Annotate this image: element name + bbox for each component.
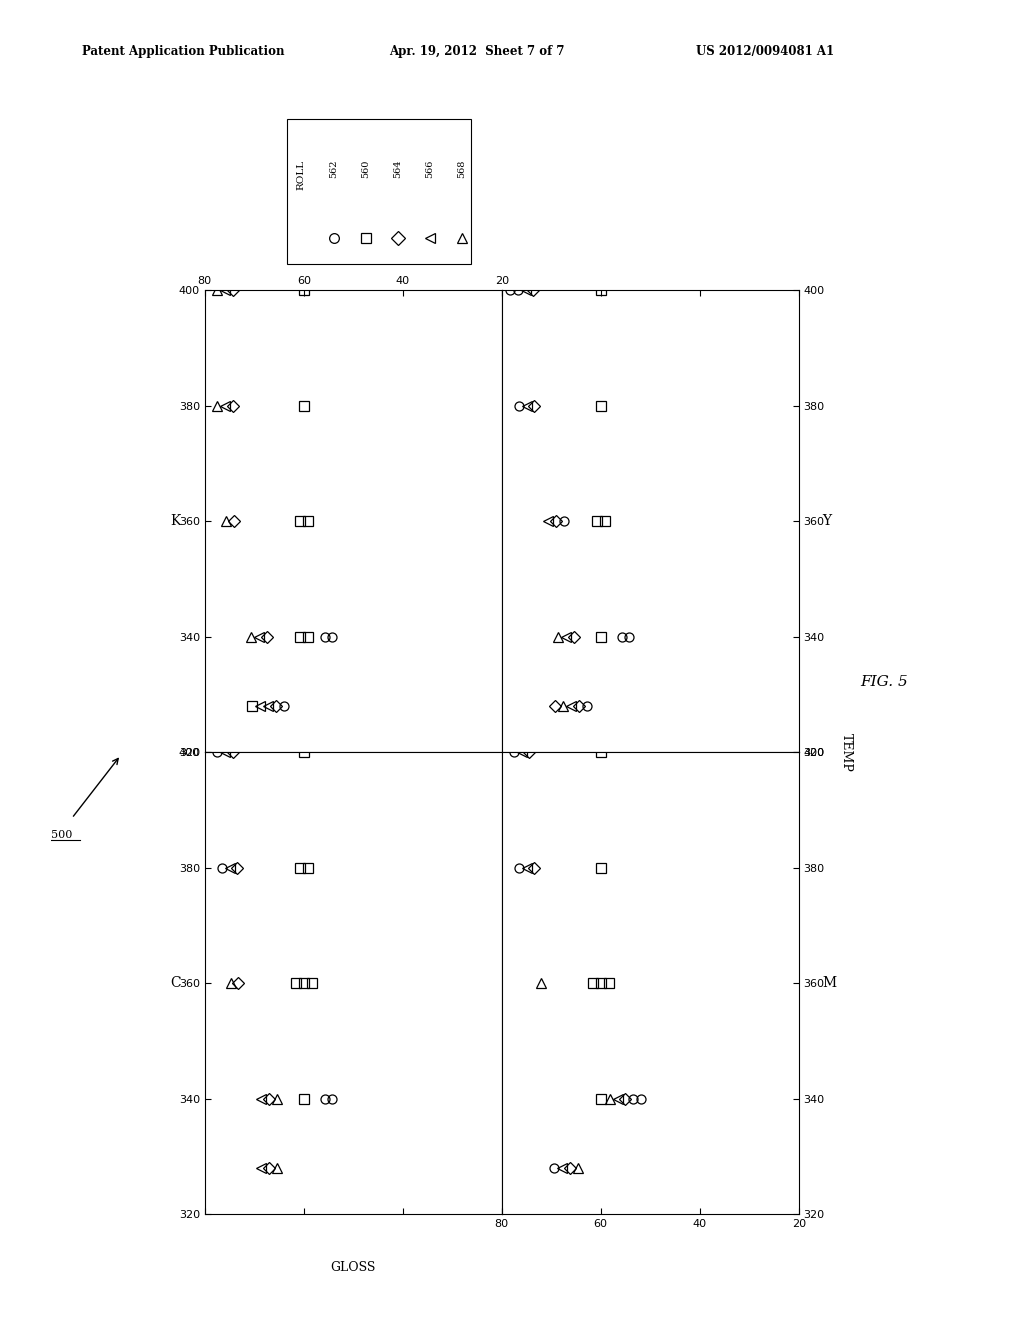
Text: 566: 566 (425, 160, 434, 178)
Text: 568: 568 (458, 160, 466, 178)
Text: M: M (822, 977, 837, 990)
Text: ROLL: ROLL (297, 160, 306, 190)
Text: GLOSS: GLOSS (331, 1261, 376, 1274)
Text: Apr. 19, 2012  Sheet 7 of 7: Apr. 19, 2012 Sheet 7 of 7 (389, 45, 564, 58)
Text: C: C (170, 977, 181, 990)
Text: 560: 560 (361, 160, 370, 178)
Text: Patent Application Publication: Patent Application Publication (82, 45, 285, 58)
Text: FIG. 5: FIG. 5 (860, 676, 908, 689)
Text: 500: 500 (51, 829, 73, 840)
Text: TEMP: TEMP (840, 733, 853, 772)
Text: US 2012/0094081 A1: US 2012/0094081 A1 (696, 45, 835, 58)
Text: Y: Y (822, 515, 831, 528)
Text: K: K (171, 515, 181, 528)
Text: 564: 564 (393, 160, 402, 178)
Text: 562: 562 (329, 160, 338, 178)
